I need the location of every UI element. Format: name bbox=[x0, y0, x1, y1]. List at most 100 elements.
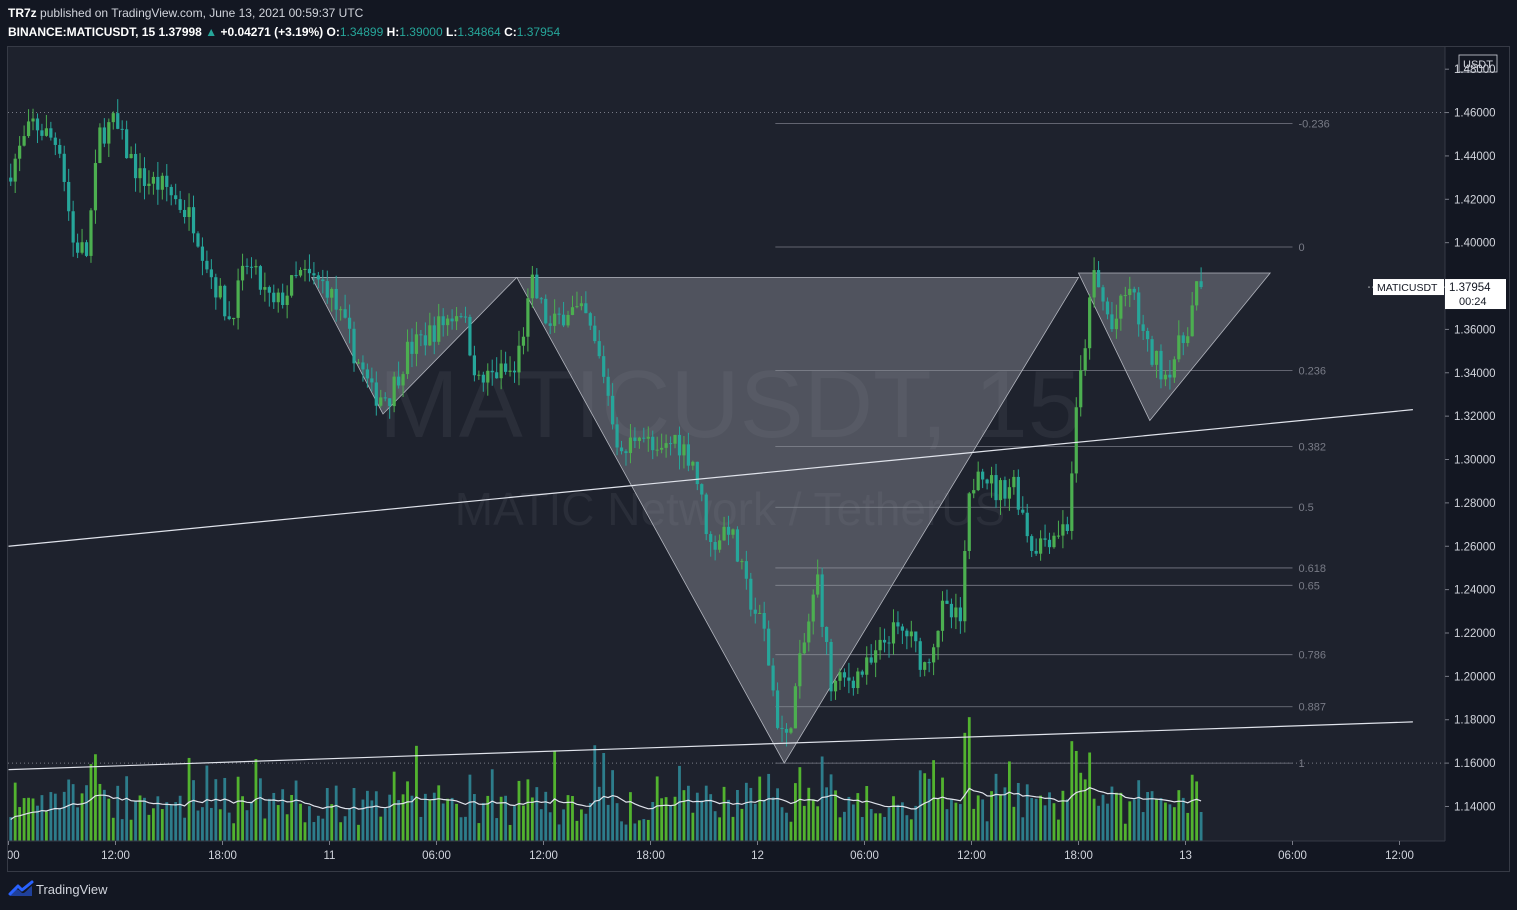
volume-bar bbox=[958, 804, 962, 841]
candle-body bbox=[379, 397, 383, 406]
symbol-name[interactable]: BINANCE:MATICUSDT, 15 bbox=[8, 25, 156, 39]
price-axis[interactable]: USDT 1.48000 1.46000 1.44000 1.42000 1.40000… bbox=[1444, 47, 1509, 841]
volume-bar bbox=[316, 815, 320, 841]
candle-body bbox=[1052, 535, 1056, 548]
volume-bar bbox=[392, 771, 396, 841]
candle-body bbox=[945, 600, 949, 604]
symbol-legend: BINANCE:MATICUSDT, 15 1.37998 ▲ +0.04271… bbox=[8, 25, 560, 39]
volume-bar bbox=[446, 798, 450, 841]
volume-bar bbox=[758, 776, 762, 841]
candle-body bbox=[744, 561, 748, 579]
candle-body bbox=[530, 274, 534, 299]
candle-body bbox=[660, 447, 664, 450]
candle-body bbox=[312, 273, 316, 276]
volume-bar bbox=[700, 800, 704, 841]
candle-body bbox=[655, 449, 659, 451]
volume-bar bbox=[504, 795, 508, 841]
volume-bar bbox=[9, 817, 13, 841]
trendline-drawings[interactable] bbox=[8, 409, 1413, 771]
candle-body bbox=[865, 657, 869, 675]
price-tag-value: 1.37954 bbox=[1449, 282, 1491, 294]
time-axis[interactable]: 6:00 12:00 18:00 11 06:00 12:00 18:00 12 06:00 12… bbox=[0, 840, 1509, 871]
fib-level-label: -0.236 bbox=[1299, 118, 1330, 130]
candle-body bbox=[544, 298, 548, 324]
candle-body bbox=[677, 434, 682, 456]
tradingview-brand[interactable]: TradingView bbox=[36, 882, 108, 897]
volume-bar bbox=[646, 819, 650, 841]
candle-body bbox=[825, 626, 829, 642]
candle-body bbox=[53, 137, 57, 145]
volume-bar bbox=[914, 805, 918, 841]
candle-body bbox=[878, 639, 882, 651]
candle-body bbox=[147, 183, 151, 186]
candle-body bbox=[740, 561, 744, 563]
volume-bar bbox=[468, 774, 472, 841]
candle-body bbox=[593, 325, 597, 342]
candle-body bbox=[459, 316, 463, 318]
volume-bar bbox=[990, 791, 993, 841]
volume-bar bbox=[994, 773, 998, 841]
volume-bar bbox=[843, 811, 846, 841]
close-value: 1.37954 bbox=[516, 25, 561, 39]
volume-bar bbox=[1074, 750, 1078, 841]
candle-series bbox=[9, 99, 1203, 747]
volume-bar bbox=[312, 822, 316, 841]
candle-body bbox=[138, 168, 142, 179]
price-tick-label: 1.44000 bbox=[1454, 151, 1496, 163]
volume-bar bbox=[1092, 798, 1096, 841]
volume-bar bbox=[481, 802, 485, 841]
candle-body bbox=[1043, 538, 1047, 540]
trendline[interactable] bbox=[8, 721, 1413, 771]
price-tick-label: 1.24000 bbox=[1454, 585, 1496, 597]
tradingview-logo-icon[interactable] bbox=[8, 880, 34, 898]
candle-body bbox=[579, 303, 583, 307]
volume-bar bbox=[838, 817, 842, 841]
volume-bar bbox=[731, 816, 735, 841]
candle-body bbox=[762, 612, 766, 629]
volume-bar bbox=[1088, 752, 1092, 841]
volume-bar bbox=[798, 767, 802, 841]
volume-bar bbox=[223, 777, 227, 841]
volume-bar bbox=[892, 796, 895, 841]
candle-body bbox=[673, 434, 677, 444]
volume-bar bbox=[183, 817, 187, 841]
candle-body bbox=[107, 122, 111, 144]
candle-body bbox=[490, 370, 494, 373]
price-tick-label: 1.22000 bbox=[1454, 628, 1496, 640]
volume-bar bbox=[27, 797, 30, 841]
candle-body bbox=[1159, 350, 1163, 380]
candle-body bbox=[548, 323, 552, 326]
candle-body bbox=[1199, 281, 1203, 288]
volume-bar bbox=[508, 824, 512, 841]
volume-bar bbox=[437, 785, 441, 841]
fibonacci-retracement[interactable]: -0.236 0 0.236 0.382 0.5 0.618 0.65 0.786 0.887 1 bbox=[775, 118, 1330, 770]
volume-series bbox=[9, 717, 1203, 841]
publisher-name[interactable]: TR7z bbox=[8, 6, 37, 20]
volume-bar bbox=[143, 797, 146, 841]
volume-bar bbox=[22, 798, 26, 841]
price-chart[interactable]: MATICUSDT, 15 MATIC Network / TetherUS -… bbox=[0, 47, 1509, 871]
triangle-pattern[interactable] bbox=[1077, 272, 1272, 422]
fib-level-label: 0.887 bbox=[1299, 702, 1327, 714]
candle-body bbox=[472, 355, 476, 376]
candle-body bbox=[838, 672, 842, 681]
candle-body bbox=[508, 370, 512, 372]
triangle-pattern[interactable] bbox=[516, 276, 1080, 764]
trendline[interactable] bbox=[8, 409, 1413, 547]
chart-container[interactable]: MATICUSDT, 15 MATIC Network / TetherUS -… bbox=[0, 46, 1510, 872]
candle-body bbox=[847, 677, 851, 681]
candle-body bbox=[1079, 370, 1083, 408]
volume-bar bbox=[1199, 811, 1203, 841]
candle-body bbox=[160, 175, 164, 190]
time-tick-label: 18:00 bbox=[1064, 850, 1093, 862]
volume-bar bbox=[125, 776, 129, 841]
candle-body bbox=[789, 728, 793, 733]
currency-box[interactable] bbox=[1458, 54, 1498, 73]
volume-bar bbox=[967, 717, 971, 841]
candle-body bbox=[1128, 288, 1132, 296]
volume-bar bbox=[281, 789, 285, 841]
volume-bar bbox=[169, 803, 173, 841]
price-tick-label: 1.26000 bbox=[1454, 541, 1496, 553]
volume-bar bbox=[513, 806, 516, 841]
volume-bar bbox=[94, 754, 97, 841]
